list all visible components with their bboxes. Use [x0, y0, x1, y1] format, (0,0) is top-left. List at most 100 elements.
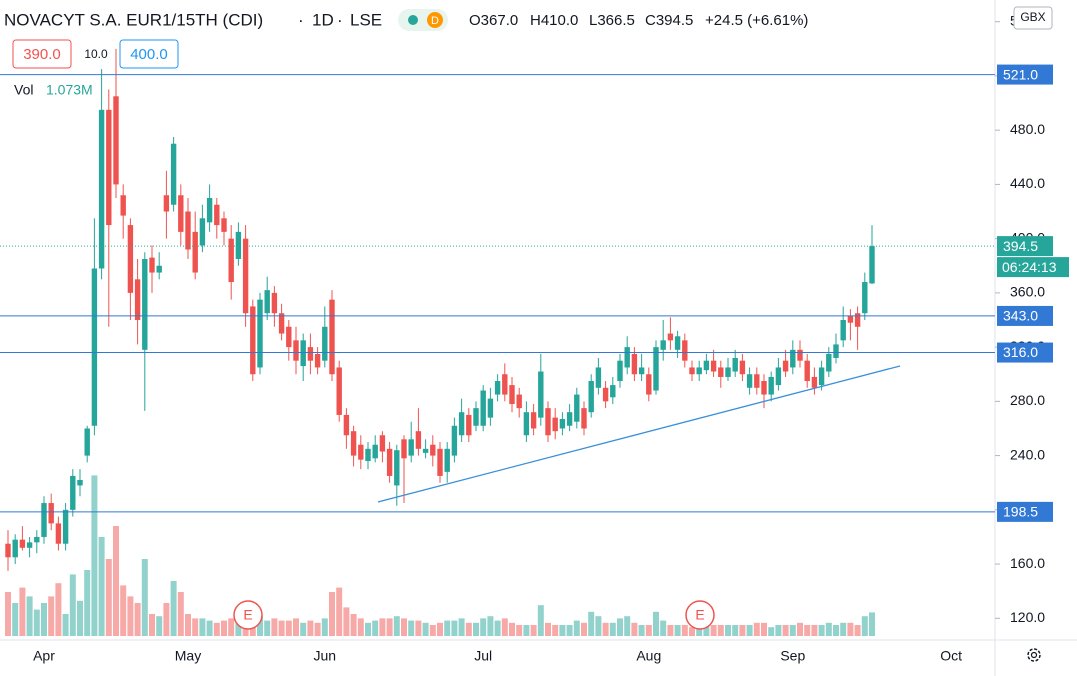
- candle-body: [127, 225, 134, 293]
- buy-button[interactable]: [119, 39, 179, 69]
- volume-bar: [696, 625, 703, 636]
- volume-bar: [33, 609, 40, 636]
- volume-bar: [350, 614, 357, 636]
- x-tick-label: Jun: [314, 648, 337, 664]
- volume-bar: [343, 607, 350, 636]
- candle-body: [329, 299, 335, 375]
- legend-low: L366.5: [589, 12, 635, 29]
- candle-body: [811, 376, 818, 388]
- volume-bar: [501, 618, 508, 636]
- volume-bar: [62, 614, 69, 636]
- candle-body: [869, 246, 875, 284]
- volume-bar: [278, 620, 285, 636]
- volume-bar: [379, 618, 386, 636]
- candle-body: [314, 353, 321, 368]
- volume-bar: [19, 587, 26, 636]
- candle-body: [343, 414, 350, 436]
- price-line-label: 521.0: [1003, 66, 1038, 82]
- candle-body: [221, 218, 227, 232]
- trend-line: [377, 365, 901, 503]
- price-line-tag: [997, 305, 1053, 326]
- candle-body: [199, 218, 206, 246]
- earnings-marker[interactable]: [233, 600, 263, 630]
- candle-body: [566, 412, 573, 426]
- candle-body: [322, 326, 328, 361]
- price-line-label: 343.0: [1003, 308, 1038, 324]
- candle-body: [826, 353, 832, 372]
- x-tick-label: May: [175, 648, 201, 664]
- candle-body: [264, 290, 270, 314]
- candle-body: [516, 394, 522, 409]
- volume-bar: [293, 618, 299, 636]
- currency-box[interactable]: [1013, 6, 1053, 30]
- volume-bar: [703, 625, 710, 636]
- volume-bar: [840, 622, 847, 636]
- candle-body: [34, 536, 40, 543]
- candle-body: [386, 448, 393, 476]
- candle-body: [55, 523, 62, 544]
- candle-body: [559, 418, 566, 429]
- price-line-label: 316.0: [1003, 344, 1038, 360]
- candle-body: [696, 367, 702, 375]
- exchange: LSE: [350, 10, 382, 29]
- candle-body: [142, 258, 148, 350]
- candle-body: [271, 292, 278, 314]
- candle-body: [754, 374, 760, 388]
- y-tick-label: 480.0: [1010, 121, 1045, 137]
- candle-body: [372, 444, 378, 459]
- candle-body: [768, 376, 774, 395]
- candle-body: [444, 448, 450, 472]
- volume-bar: [77, 600, 83, 636]
- candle-body: [113, 96, 119, 185]
- candle-body: [761, 381, 767, 395]
- volume-bar: [804, 625, 811, 636]
- candle-body: [682, 340, 688, 361]
- volume-bar: [545, 622, 551, 636]
- candle-body: [631, 353, 638, 375]
- candle-body: [480, 390, 486, 426]
- candle-body: [782, 360, 789, 372]
- price-line-tag: [997, 64, 1053, 85]
- candle-body: [545, 408, 551, 436]
- earnings-marker[interactable]: [685, 600, 715, 630]
- candle-body: [401, 439, 407, 459]
- volume-bar: [847, 622, 854, 636]
- volume-bar: [530, 625, 537, 636]
- volume-bar: [372, 620, 379, 636]
- candle-body: [667, 333, 674, 341]
- volume-bar: [386, 618, 393, 636]
- volume-bar: [105, 559, 112, 636]
- y-tick-label: 120.0: [1010, 609, 1045, 625]
- x-tick-label: Apr: [33, 648, 55, 664]
- volume-bar: [422, 622, 429, 636]
- volume-bar: [653, 611, 659, 636]
- candle-body: [257, 299, 263, 368]
- volume-bar: [746, 625, 753, 636]
- volume-bar: [602, 622, 609, 636]
- settings-icon-center: [1030, 651, 1038, 659]
- candle-body: [487, 398, 494, 418]
- candle-body: [134, 279, 141, 320]
- volume-bar: [717, 625, 724, 636]
- candle-body: [120, 195, 126, 216]
- volume-bar: [617, 618, 623, 636]
- volume-bar: [285, 620, 292, 636]
- candle-body: [660, 340, 666, 350]
- candle-body: [610, 385, 616, 398]
- volume-bar: [26, 596, 33, 636]
- volume-bar: [861, 616, 868, 636]
- volume-bar: [609, 622, 616, 636]
- candle-body: [422, 448, 429, 453]
- candle-body: [552, 417, 558, 432]
- candle-body: [336, 367, 342, 415]
- price-line-tag: [997, 501, 1053, 522]
- candle-body: [574, 394, 580, 422]
- candle-body: [62, 509, 69, 544]
- volume-bar: [854, 625, 861, 636]
- candle-body: [228, 238, 234, 283]
- settings-icon[interactable]: [1027, 648, 1041, 662]
- sell-button[interactable]: [12, 39, 72, 69]
- candle-body: [19, 539, 26, 548]
- candle-body: [214, 204, 220, 226]
